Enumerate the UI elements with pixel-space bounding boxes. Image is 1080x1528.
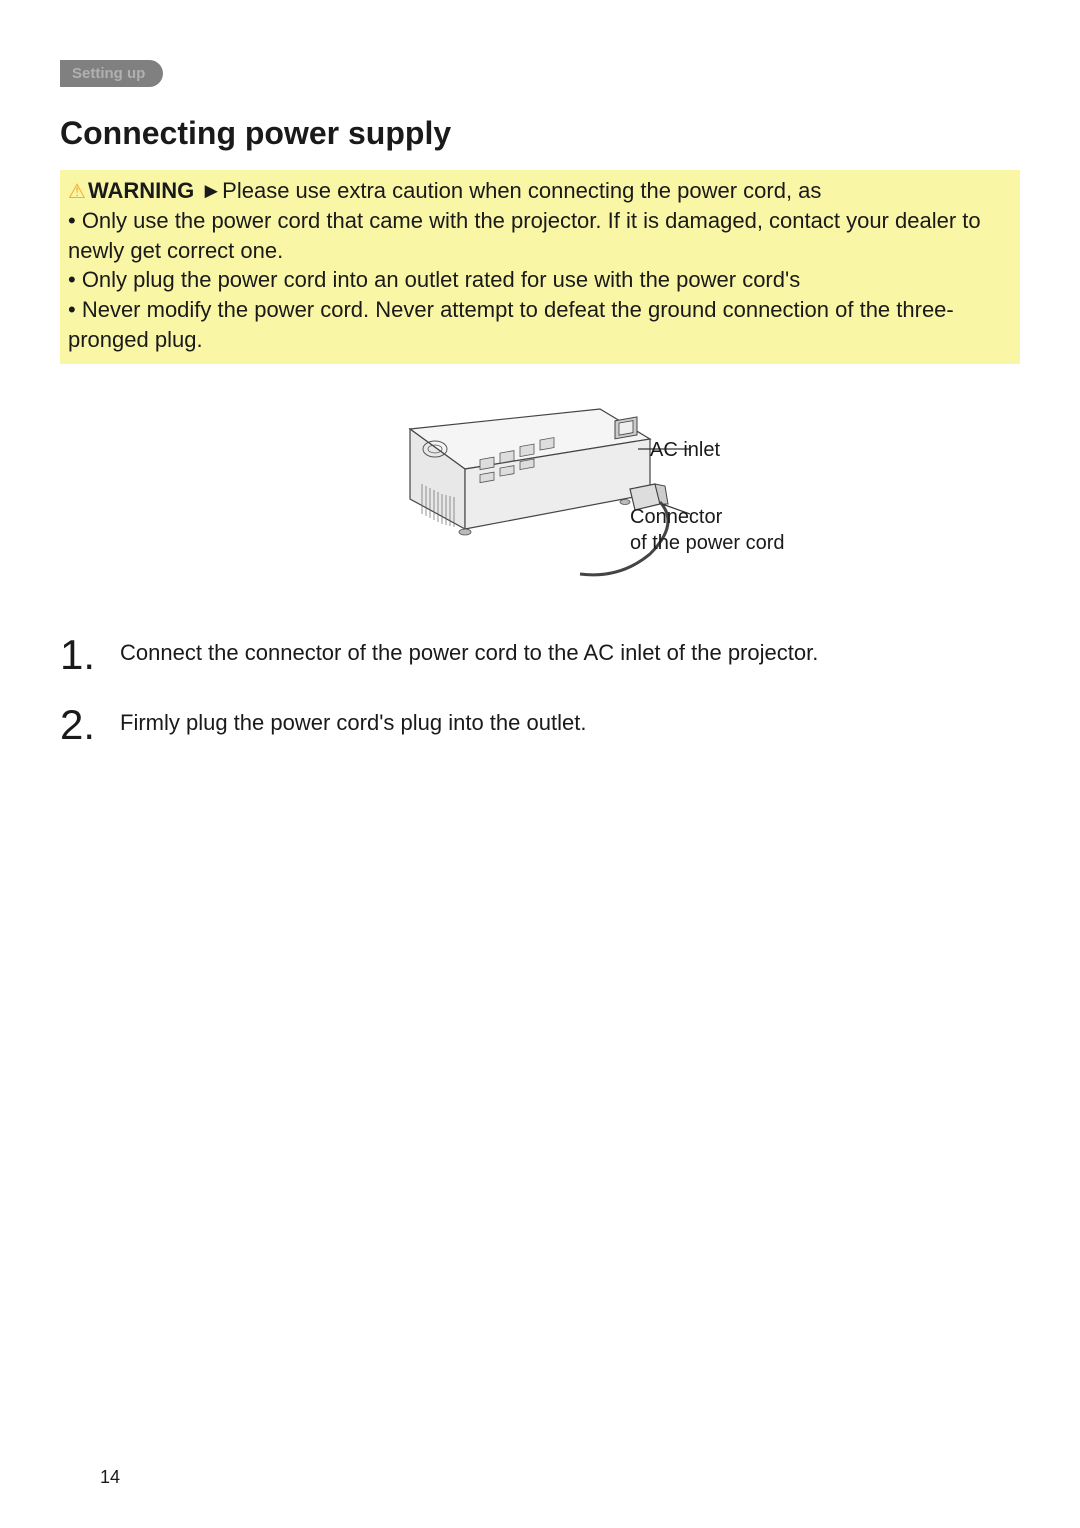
page-heading: Connecting power supply <box>60 115 1020 152</box>
step-2-text: Firmly plug the power cord's plug into t… <box>120 704 586 736</box>
step-2: 2. Firmly plug the power cord's plug int… <box>60 704 1020 746</box>
step-1-text: Connect the connector of the power cord … <box>120 634 818 666</box>
warning-label: WARNING <box>88 178 194 203</box>
warning-bullet-1: • Only use the power cord that came with… <box>68 206 1012 265</box>
callout-connector: Connector of the power cord <box>630 504 785 556</box>
diagram-area: AC inlet Connector of the power cord <box>60 394 1020 594</box>
callout-connector-line2: of the power cord <box>630 532 785 554</box>
warning-box: ⚠WARNING ►Please use extra caution when … <box>60 170 1020 364</box>
warning-bullet-3: • Never modify the power cord. Never att… <box>68 295 1012 354</box>
section-tab: Setting up <box>60 60 163 87</box>
callout-connector-line1: Connector <box>630 506 722 528</box>
step-1-number: 1. <box>60 634 102 676</box>
page-number: 14 <box>100 1467 120 1488</box>
step-2-number: 2. <box>60 704 102 746</box>
warning-intro: ►Please use extra caution when connectin… <box>200 178 821 203</box>
warning-intro-line: ⚠WARNING ►Please use extra caution when … <box>68 176 1012 206</box>
warning-icon: ⚠ <box>68 181 86 203</box>
warning-bullet-2: • Only plug the power cord into an outle… <box>68 265 1012 295</box>
callout-ac-inlet: AC inlet <box>650 439 720 462</box>
step-1: 1. Connect the connector of the power co… <box>60 634 1020 676</box>
